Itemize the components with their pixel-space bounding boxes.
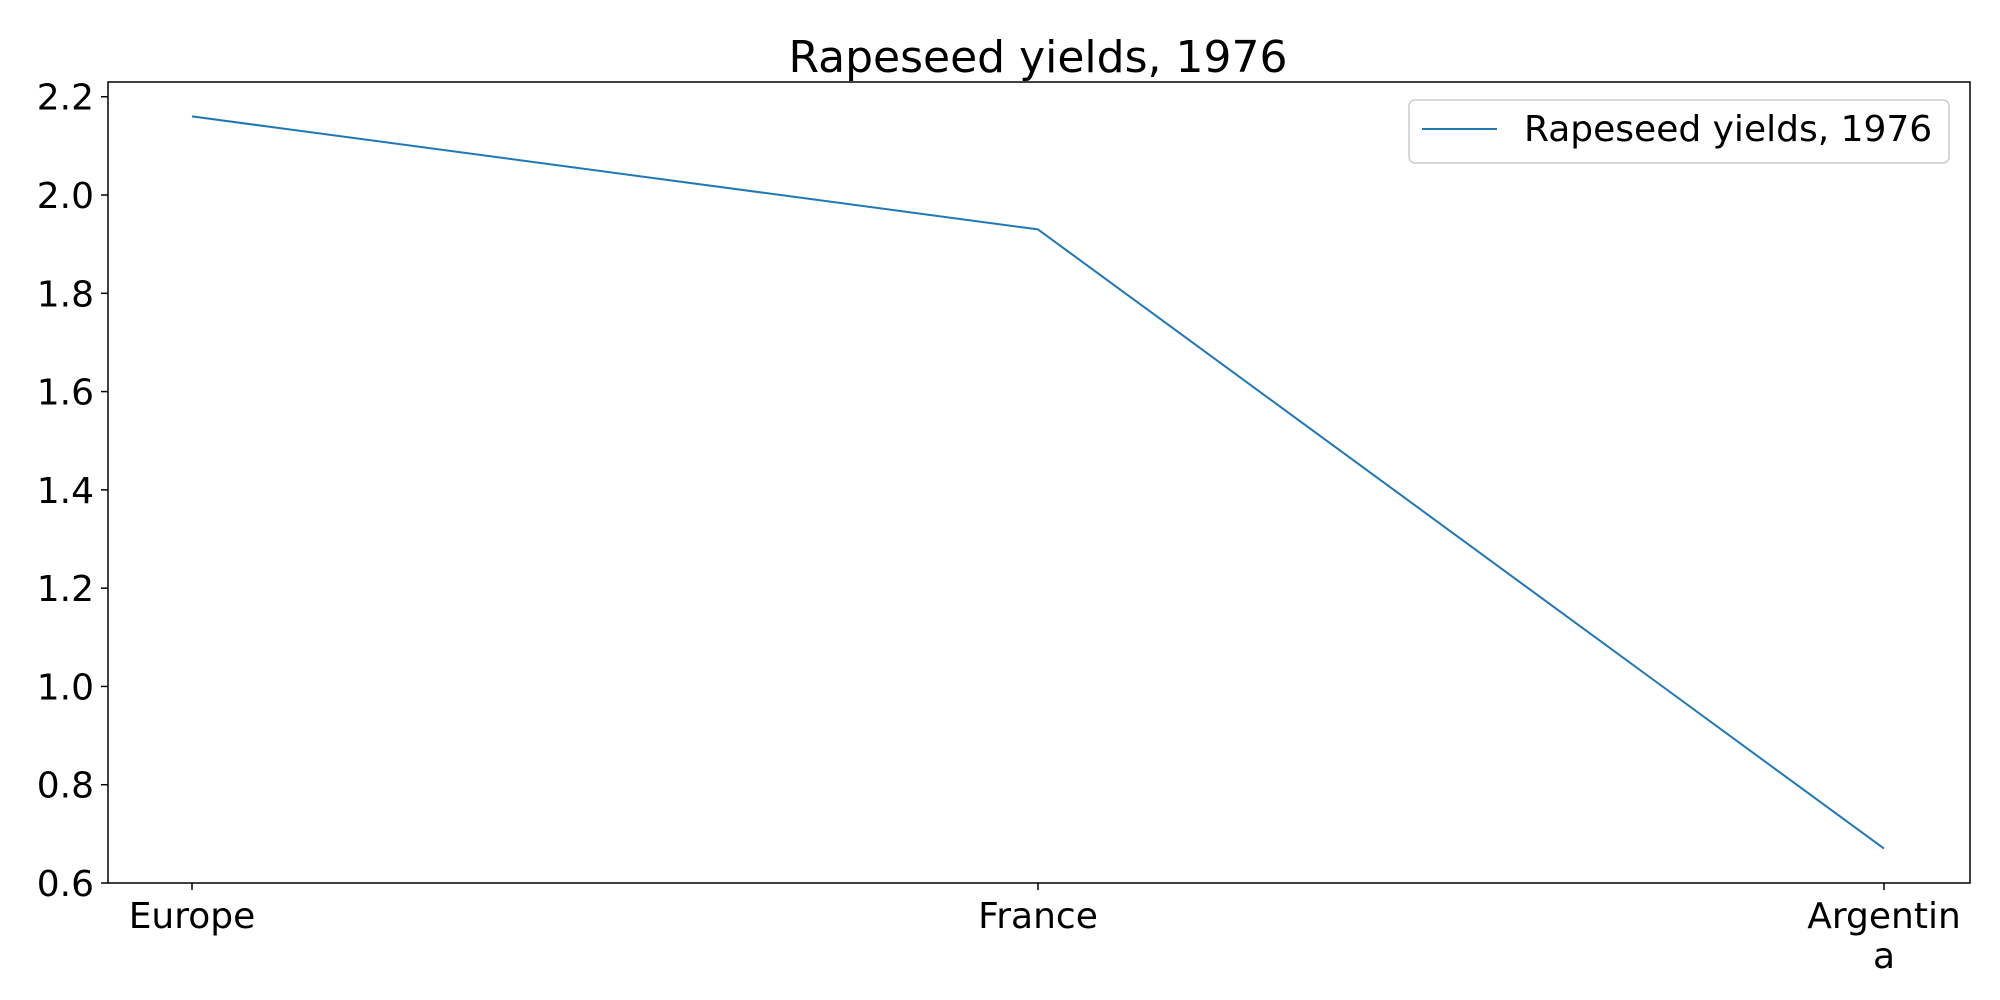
x-tick-label: France <box>978 896 1098 937</box>
x-tick-label-line: a <box>1873 936 1895 977</box>
legend: Rapeseed yields, 1976 <box>1408 99 1950 164</box>
y-tick-label: 1.2 <box>37 569 94 610</box>
y-tick-label: 2.2 <box>37 78 94 119</box>
y-tick-label: 1.4 <box>37 471 94 512</box>
legend-box <box>1408 99 1950 164</box>
plot-frame <box>107 81 1971 884</box>
plot-area: 0.6 0.8 1.0 1.2 1.4 1.6 1.8 2.0 2.2 Europe France… <box>37 78 1971 977</box>
series-layer <box>191 115 1885 850</box>
y-tick-label: 1.6 <box>37 373 94 414</box>
y-axis: 0.6 0.8 1.0 1.2 1.4 1.6 1.8 2.0 2.2 <box>37 78 108 905</box>
x-axis: Europe France Argentin a <box>129 883 1961 977</box>
y-tick-label: 2.0 <box>37 176 94 217</box>
y-tick-label: 0.6 <box>37 864 94 905</box>
x-tick-label-line: France <box>978 896 1098 937</box>
series-line <box>191 115 1885 850</box>
y-tick-label: 0.8 <box>37 766 94 807</box>
legend-series-label: Rapeseed yields, 1976 <box>1524 109 1932 150</box>
x-tick-label: Argentin a <box>1807 896 1961 977</box>
y-tick-label: 1.0 <box>37 667 94 708</box>
x-tick-label: Europe <box>129 896 256 937</box>
x-tick-label-line: Europe <box>129 896 256 937</box>
chart-title: Rapeseed yields, 1976 <box>789 32 1288 83</box>
y-tick-label: 1.8 <box>37 274 94 315</box>
x-tick-label-line: Argentin <box>1807 896 1961 937</box>
